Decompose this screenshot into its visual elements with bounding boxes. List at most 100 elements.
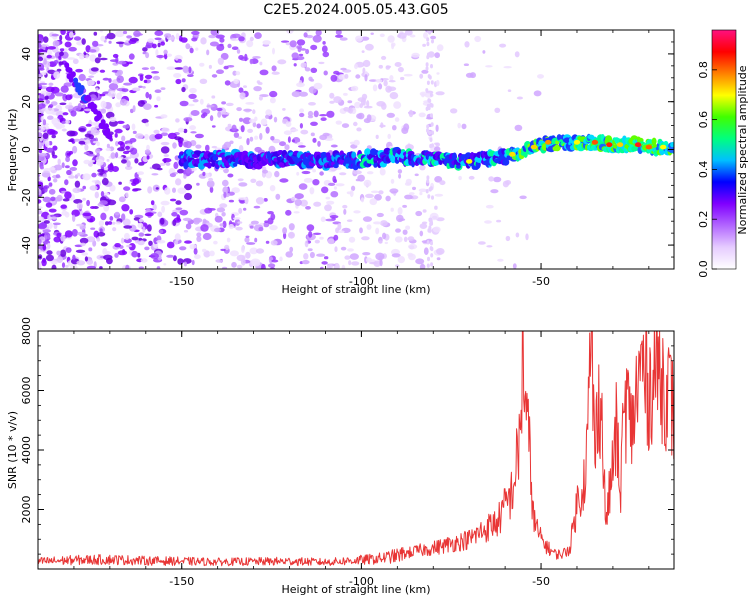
spectrogram-speckle [232, 70, 237, 76]
spectrogram-speckle [54, 92, 64, 97]
spectrogram-speckle [370, 190, 379, 194]
spectrogram-speckle [296, 39, 306, 46]
spectrogram-speckle [404, 30, 413, 36]
spectrogram-speckle [125, 192, 129, 198]
spectrogram-speckle [340, 246, 347, 251]
spectrogram-speckle [90, 227, 96, 230]
spectrogram-speckle [200, 224, 209, 232]
spectrogram-speckle [191, 37, 198, 42]
spectrogram-speckle [322, 51, 330, 58]
spectrogram-x-tick-label: -50 [532, 275, 550, 288]
spectrogram-speckle [428, 130, 432, 135]
spectrogram-speckle [403, 236, 408, 242]
spectrogram-speckle [46, 242, 51, 250]
spectrogram-speckle [145, 52, 150, 59]
spectrogram-speckle [189, 87, 197, 94]
spectrogram-speckle [86, 95, 92, 102]
spectrogram-speckle [333, 179, 338, 183]
spectrogram-speckle [66, 130, 76, 137]
spectrogram-speckle [313, 232, 322, 235]
spectrogram-speckle [89, 159, 95, 163]
spectrogram-speckle [60, 235, 66, 242]
spectrogram-speckle [55, 174, 61, 179]
spectrogram-speckle [91, 103, 97, 110]
spectrogram-speckle [268, 145, 276, 153]
spectrogram-speckle [97, 168, 105, 173]
spectrogram-speckle [135, 133, 144, 140]
spectrogram-speckle [175, 118, 180, 123]
spectrogram-speckle [391, 42, 396, 47]
spectrogram-speckle [434, 52, 441, 59]
spectrogram-speckle [148, 93, 152, 100]
spectrogram-panel: -150 -100 -50 -40 -20 0 20 40 Height of straig… [6, 29, 675, 296]
spectrogram-speckle [389, 92, 399, 100]
spectrogram-speckle [219, 203, 228, 208]
spectrogram-speckle [208, 34, 217, 39]
spectrogram-speckle [235, 71, 241, 76]
spectrogram-speckle [435, 79, 440, 87]
spectrogram-speckle [89, 54, 97, 62]
spectrogram-speckle [123, 186, 131, 191]
spectrogram-speckle [99, 57, 108, 61]
spectrogram-speckle [64, 179, 69, 186]
spectrogram-speckle [349, 253, 359, 260]
spectrogram-speckle [346, 191, 352, 195]
spectrogram-speckle [516, 96, 524, 100]
spectrogram-speckle [90, 67, 99, 72]
spectrogram-speckle [235, 226, 243, 231]
spectrogram-speckle [275, 193, 281, 200]
spectrogram-speckle [426, 124, 430, 129]
spectrogram-speckle [189, 244, 197, 250]
spectrogram-speckle [478, 241, 486, 245]
spectrogram-ridge-cell [455, 164, 461, 169]
spectrogram-speckle [53, 178, 58, 183]
spectrogram-speckle [206, 180, 215, 188]
spectrogram-speckle [209, 250, 215, 257]
colorbar-gradient [711, 29, 737, 270]
spectrogram-ridge-cell [553, 144, 561, 152]
spectrogram-speckle [318, 61, 325, 65]
spectrogram-hotspot [530, 144, 538, 150]
spectrogram-speckle [365, 43, 374, 51]
spectrogram-speckle [360, 36, 370, 41]
spectrogram-speckle [85, 123, 92, 127]
spectrogram-speckle [104, 250, 111, 255]
spectrogram-speckle [95, 159, 104, 166]
spectrogram-speckle [87, 79, 95, 86]
spectrogram-speckle [42, 119, 47, 126]
spectrogram-speckle [138, 218, 144, 223]
spectrogram-speckle [463, 63, 469, 66]
spectrogram-speckle [147, 224, 152, 232]
spectrogram-speckle [68, 175, 76, 179]
spectrogram-speckle [261, 263, 266, 269]
spectrogram-speckle [48, 141, 53, 146]
spectrogram-speckle [397, 169, 403, 174]
spectrogram-speckle [169, 198, 177, 202]
spectrogram-speckle [231, 261, 237, 268]
spectrogram-speckle [40, 166, 44, 170]
spectrogram-speckle [252, 109, 256, 115]
spectrogram-speckle [61, 162, 65, 169]
spectrogram-ridge-cell [207, 162, 212, 169]
spectrogram-hotspot [645, 144, 652, 150]
spectrogram-speckle [126, 61, 133, 65]
spectrogram-speckle [305, 34, 314, 39]
spectrogram-speckle [283, 130, 292, 135]
spectrogram-speckle [401, 127, 409, 134]
spectrogram-speckle [61, 210, 68, 216]
spectrogram-speckle [290, 128, 299, 132]
spectrogram-hotspot [616, 142, 624, 148]
spectrogram-speckle [224, 80, 231, 86]
spectrogram-speckle [329, 100, 335, 104]
spectrogram-speckle [252, 122, 257, 128]
spectrogram-speckle [177, 127, 185, 133]
spectrogram-speckle [343, 92, 348, 96]
spectrogram-speckle [76, 202, 83, 210]
spectrogram-speckle [525, 233, 529, 241]
spectrogram-speckle [38, 206, 43, 210]
spectrogram-speckle [126, 35, 132, 39]
spectrogram-speckle [114, 128, 123, 134]
spectrogram-speckle [296, 82, 305, 88]
spectrogram-speckle [183, 128, 188, 134]
spectrogram-speckle [369, 261, 378, 265]
